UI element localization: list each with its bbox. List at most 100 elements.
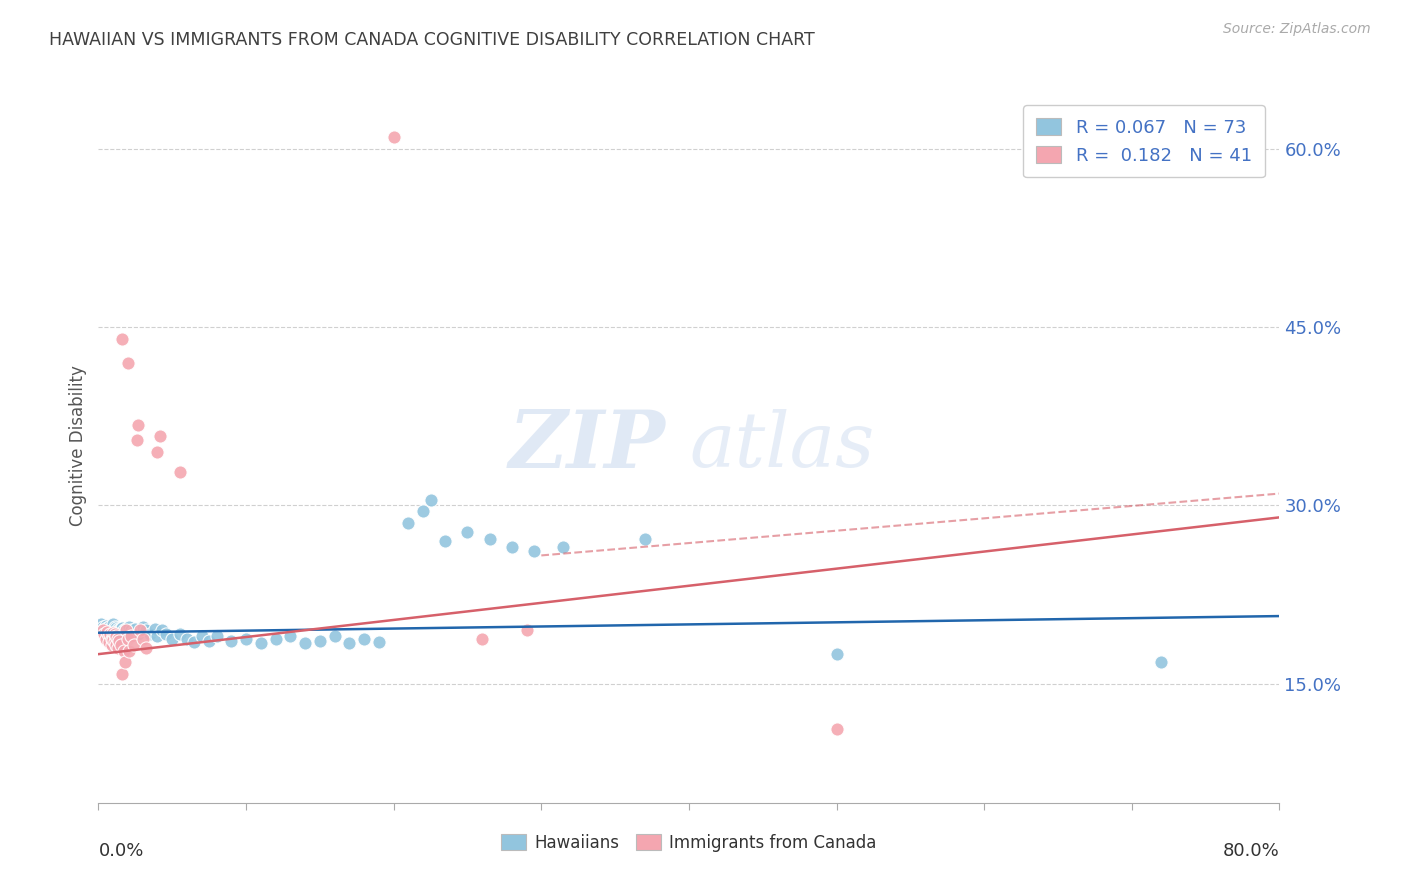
Point (107, 641, 129, 656)
Point (198, 634, 221, 648)
Point (105, 627, 128, 641)
Point (1150, 656, 1173, 670)
Point (104, 625, 127, 640)
Point (115, 622, 138, 636)
Point (112, 643, 135, 657)
Point (368, 635, 391, 649)
Point (825, 722, 848, 736)
Point (353, 632, 375, 646)
Point (100, 632, 122, 646)
Point (396, 516, 419, 531)
Point (93, 622, 115, 636)
Text: Source: ZipAtlas.com: Source: ZipAtlas.com (1223, 22, 1371, 37)
Point (90, 617, 112, 632)
Point (96, 621, 118, 635)
Point (143, 622, 166, 636)
Point (105, 629, 128, 643)
Point (118, 620, 141, 634)
Point (103, 617, 125, 632)
Point (110, 622, 132, 636)
Point (219, 634, 242, 648)
Point (107, 622, 129, 636)
Text: ZIP: ZIP (509, 408, 665, 484)
Point (323, 629, 346, 643)
Point (339, 636, 360, 650)
Point (127, 417, 149, 432)
Point (98, 624, 121, 639)
Point (96, 624, 118, 639)
Point (103, 625, 125, 640)
Point (382, 129, 405, 144)
Point (169, 465, 191, 479)
Point (176, 632, 198, 646)
Point (98, 627, 121, 641)
Point (107, 628, 129, 642)
Point (128, 624, 150, 638)
Legend: Hawaiians, Immigrants from Canada: Hawaiians, Immigrants from Canada (495, 828, 883, 859)
Point (127, 627, 149, 641)
Point (111, 625, 134, 640)
Point (94, 624, 117, 638)
Point (515, 624, 537, 638)
Point (150, 624, 173, 638)
Point (139, 627, 162, 641)
Point (264, 632, 287, 646)
Point (434, 534, 457, 549)
Point (97, 620, 120, 634)
Point (278, 629, 302, 643)
Point (169, 627, 191, 641)
Point (146, 629, 169, 643)
Point (104, 620, 127, 634)
Point (122, 638, 145, 652)
Point (98, 622, 121, 636)
Point (478, 532, 501, 546)
Point (146, 445, 169, 459)
Point (135, 624, 157, 638)
Point (633, 532, 655, 546)
Point (100, 621, 122, 635)
Point (108, 629, 131, 643)
Point (104, 627, 127, 641)
Point (412, 504, 434, 518)
Point (120, 624, 142, 638)
Text: atlas: atlas (689, 409, 875, 483)
Point (471, 632, 494, 646)
Y-axis label: Cognitive Disability: Cognitive Disability (69, 366, 87, 526)
Point (111, 667, 134, 681)
Point (250, 636, 273, 650)
Point (115, 624, 138, 638)
Point (110, 628, 132, 642)
Point (135, 641, 157, 656)
Point (825, 647, 848, 661)
Point (121, 625, 143, 640)
Point (117, 632, 139, 646)
Point (132, 620, 155, 634)
Point (91, 620, 114, 634)
Point (553, 540, 575, 554)
Point (100, 638, 122, 652)
Point (111, 332, 134, 346)
Point (104, 635, 127, 649)
Point (183, 635, 205, 649)
Point (132, 632, 155, 646)
Point (103, 629, 125, 643)
Point (124, 622, 146, 636)
Point (93, 627, 115, 641)
Point (111, 621, 134, 635)
Point (114, 656, 136, 670)
Point (94, 632, 117, 646)
Point (149, 429, 172, 443)
Point (114, 625, 136, 640)
Point (419, 492, 441, 507)
Point (456, 524, 478, 539)
Point (309, 634, 332, 648)
Point (112, 624, 135, 638)
Point (125, 433, 148, 447)
Point (105, 621, 128, 635)
Text: HAWAIIAN VS IMMIGRANTS FROM CANADA COGNITIVE DISABILITY CORRELATION CHART: HAWAIIAN VS IMMIGRANTS FROM CANADA COGNI… (49, 31, 815, 49)
Point (97, 629, 120, 643)
Point (105, 638, 128, 652)
Point (108, 634, 131, 648)
Point (117, 356, 139, 370)
Point (191, 629, 214, 643)
